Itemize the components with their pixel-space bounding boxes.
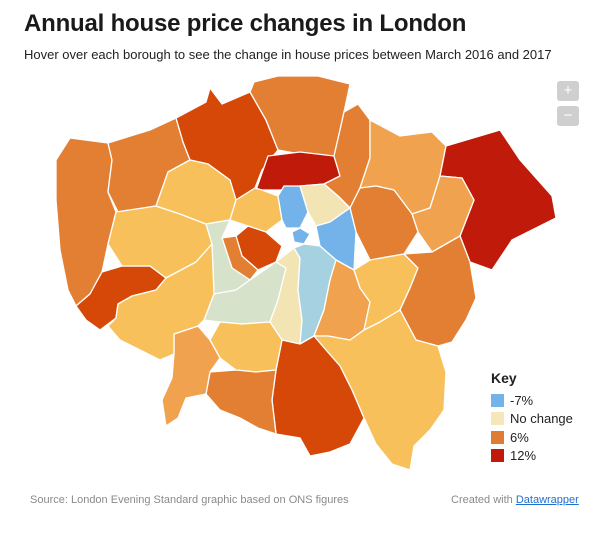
borough-newham[interactable] [349,185,419,261]
key-label: 6% [510,429,529,445]
key-swatch [491,412,504,426]
key-label: No change [510,411,573,427]
borough-city-of-london[interactable] [291,227,311,245]
key-item: -7% [491,391,573,410]
credit-prefix: Created with [451,494,513,506]
borough-brent[interactable] [155,159,237,225]
borough-kingston[interactable] [161,325,221,427]
page-subtitle: Hover over each borough to see the chang… [24,47,552,62]
borough-richmond[interactable] [107,243,215,361]
datawrapper-link[interactable]: Datawrapper [515,494,579,506]
map-key: Key -7% No change 6% 12% [491,370,573,465]
key-swatch [491,449,504,463]
borough-bexley[interactable] [399,235,477,347]
credit-note: Created with Datawrapper [451,494,579,506]
borough-merton[interactable] [209,321,283,373]
zoom-in-button[interactable]: + [557,81,579,101]
borough-sutton[interactable] [205,369,277,435]
source-note: Source: London Evening Standard graphic … [30,494,349,506]
borough-islington[interactable] [277,185,309,229]
key-swatch [491,393,504,407]
page-title: Annual house price changes in London [24,10,467,37]
key-label: -7% [510,392,534,408]
key-item: 6% [491,428,573,447]
zoom-out-button[interactable]: − [557,106,579,126]
key-item: No change [491,410,573,429]
key-label: 12% [510,448,537,464]
key-title: Key [491,370,517,386]
key-item: 12% [491,447,573,466]
key-swatch [491,430,504,444]
